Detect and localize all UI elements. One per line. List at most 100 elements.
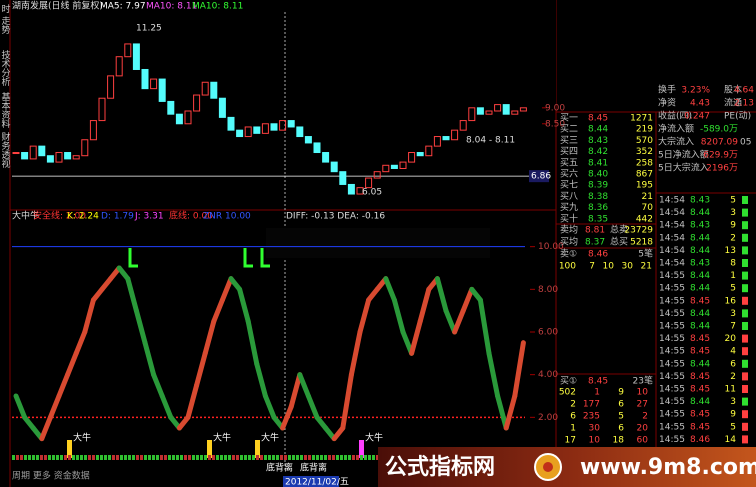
fundamental-cell: 换手	[658, 84, 676, 96]
period-tabs[interactable]: 周期 更多 资金数据	[12, 470, 90, 482]
strip	[88, 455, 91, 460]
queue-value: 6	[618, 424, 624, 434]
trade-volume: 5	[730, 284, 736, 294]
ma-label: MA10: 8.11	[146, 2, 197, 12]
candle	[253, 126, 261, 134]
k-segment	[151, 372, 165, 399]
strip	[244, 455, 247, 460]
trade-flag	[742, 259, 748, 267]
trade-volume: 14	[725, 435, 737, 445]
strip	[312, 455, 315, 460]
strip	[48, 455, 51, 460]
candle	[313, 142, 321, 154]
k-segment	[417, 286, 432, 324]
trade-time: 14:55	[659, 435, 685, 445]
fundamental-cell: 流通	[724, 97, 742, 109]
signal-label: 大牛	[213, 432, 231, 444]
queue-value: 5	[618, 412, 624, 422]
book-price: 8.35	[588, 214, 608, 224]
book-level: 买七	[560, 180, 578, 191]
trade-price: 8.43	[690, 259, 710, 269]
side-tab[interactable]: 基本资料	[0, 91, 10, 129]
strip	[320, 455, 323, 460]
queue-value: 18	[613, 436, 625, 446]
strip	[92, 455, 95, 460]
buy1-label: 买①	[560, 376, 577, 387]
strip	[340, 455, 343, 460]
strip	[216, 455, 219, 460]
candle	[322, 152, 330, 163]
candle	[373, 171, 381, 179]
candle	[459, 120, 467, 131]
strip	[316, 455, 319, 460]
k-segment	[443, 308, 458, 335]
fundamental-cell: 0.247	[684, 112, 710, 122]
strip	[272, 455, 275, 460]
sell1-price: 8.46	[588, 250, 608, 260]
trade-price: 8.45	[690, 372, 710, 382]
strip	[132, 455, 135, 460]
side-tab[interactable]: 技术分析	[0, 49, 10, 87]
candle	[98, 97, 106, 122]
strip	[332, 455, 335, 460]
total-value: 23729	[624, 226, 653, 236]
k-segment	[133, 308, 148, 346]
k-segment	[460, 286, 475, 314]
candle	[89, 120, 97, 141]
queue-value: 17	[565, 436, 576, 446]
book-price: 8.45	[588, 114, 608, 124]
trade-volume: 3	[730, 397, 736, 407]
candle	[442, 136, 450, 141]
overlay-box	[430, 0, 556, 110]
strip	[60, 455, 63, 460]
k-segment	[211, 297, 225, 324]
k-segment	[288, 372, 303, 410]
book-volume: 442	[636, 214, 653, 224]
strip	[24, 455, 27, 460]
strip	[32, 455, 35, 460]
fundamental-cell: PE(动)	[724, 111, 751, 122]
strip	[120, 455, 123, 460]
strip	[100, 455, 103, 460]
last-price-label: 6.86	[531, 172, 551, 182]
queue-value: 10	[603, 262, 615, 272]
side-tab[interactable]: 时 走势	[0, 3, 10, 35]
book-volume: 258	[636, 158, 653, 168]
trade-time: 14:54	[659, 196, 685, 206]
candle	[184, 110, 192, 125]
strip	[204, 455, 207, 460]
strip	[20, 455, 23, 460]
trade-time: 14:55	[659, 372, 685, 382]
candle	[365, 177, 373, 189]
trade-flag	[742, 233, 748, 242]
trade-flag	[742, 347, 748, 356]
candle	[304, 136, 312, 144]
side-tab[interactable]: 财务透视	[0, 131, 10, 169]
trade-volume: 7	[730, 322, 736, 332]
book-level: 买十	[560, 212, 578, 224]
strip	[80, 455, 83, 460]
k-segment	[237, 286, 251, 324]
candle	[12, 152, 20, 155]
trade-volume: 9	[730, 410, 736, 420]
strip	[172, 455, 175, 460]
total-value: 8.37	[585, 238, 605, 248]
date-label: 2012/11/02/五	[285, 478, 349, 487]
trade-price: 8.44	[690, 359, 710, 369]
book-price: 8.41	[588, 158, 608, 168]
trade-time: 14:55	[659, 347, 685, 357]
indicator-name: 大中牛	[12, 210, 39, 222]
trade-flag	[742, 322, 748, 330]
k-segment	[340, 372, 354, 431]
candle	[236, 129, 244, 138]
strip	[168, 455, 171, 460]
y-tick-label: 6.00	[538, 328, 558, 338]
strip	[328, 455, 331, 460]
strip	[300, 455, 303, 460]
trade-volume: 2	[730, 372, 736, 382]
k-segment	[202, 318, 217, 356]
k-segment	[219, 276, 234, 303]
strip	[356, 455, 359, 460]
strip	[140, 455, 143, 460]
